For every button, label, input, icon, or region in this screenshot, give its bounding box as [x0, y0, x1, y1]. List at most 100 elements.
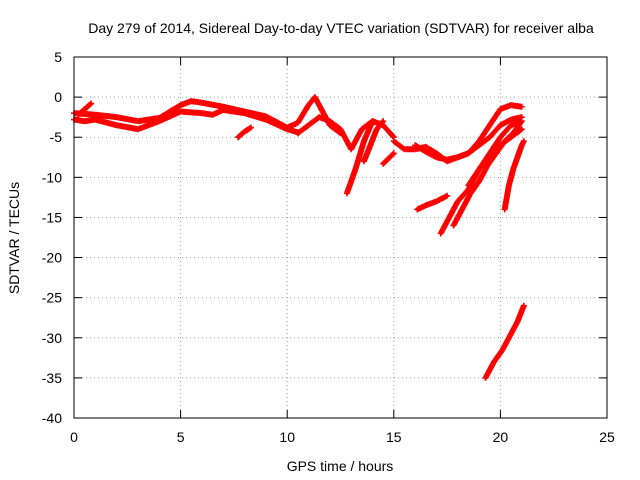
- data-points-dense: [93, 111, 119, 120]
- y-tick-label: -40: [42, 410, 62, 426]
- data-points-dense: [514, 304, 527, 324]
- data-points-dense: [344, 167, 358, 195]
- data-point: [444, 192, 451, 199]
- y-tick-label: -30: [42, 330, 62, 346]
- data-points-dense: [385, 151, 396, 162]
- data-points-dense: [82, 101, 93, 112]
- data-points-dense: [498, 123, 514, 140]
- data-point: [518, 126, 525, 133]
- data-points-dense: [157, 102, 183, 121]
- data-points-dense: [352, 139, 367, 171]
- data-point: [247, 124, 254, 131]
- data-points-dense: [446, 199, 461, 220]
- data-points-dense: [367, 127, 380, 147]
- data-points-dense: [438, 215, 452, 236]
- data-points-dense: [455, 187, 471, 204]
- y-axis-label: SDTVAR / TECUs: [6, 182, 22, 294]
- data-points-dense: [487, 143, 503, 160]
- data-points-dense: [476, 163, 490, 184]
- data-points-dense: [466, 167, 482, 188]
- data-points-dense: [413, 143, 428, 154]
- data-points-dense: [236, 129, 247, 140]
- data-points-dense: [424, 144, 439, 156]
- data-points-dense: [498, 135, 513, 148]
- data-points-dense: [242, 125, 253, 134]
- x-tick-label: 0: [70, 429, 78, 445]
- series-trace-16: [482, 302, 527, 381]
- data-points-dense: [483, 360, 497, 380]
- data-points-dense: [157, 109, 183, 124]
- data-points-dense: [477, 155, 492, 172]
- data-points-dense: [466, 143, 481, 156]
- data-points-dense: [221, 107, 247, 116]
- data-points-dense: [115, 122, 140, 132]
- data-points-dense: [328, 119, 343, 132]
- series-trace-15: [501, 138, 527, 213]
- data-point: [88, 100, 95, 107]
- series-trace-11: [414, 192, 451, 213]
- data-points-dense: [136, 118, 161, 132]
- series-trace-14: [465, 126, 525, 189]
- data-points-dense: [374, 119, 386, 132]
- series-trace-6: [343, 118, 376, 197]
- series-trace-10: [412, 114, 525, 163]
- data-points-dense: [487, 107, 503, 127]
- series-trace-3: [75, 100, 95, 118]
- data-points-dense: [264, 117, 289, 132]
- data-points-dense: [468, 179, 482, 196]
- data-points-dense: [519, 139, 527, 147]
- x-tick-label: 10: [279, 429, 295, 445]
- data-point: [380, 118, 387, 125]
- x-axis-label: GPS time / hours: [287, 458, 394, 474]
- y-tick-label: -10: [42, 169, 62, 185]
- data-point: [520, 302, 527, 309]
- data-points-dense: [295, 103, 311, 125]
- chart-title: Day 279 of 2014, Sidereal Day-to-day VTE…: [88, 20, 594, 36]
- y-tick-label: -25: [42, 290, 62, 306]
- x-tick-label: 20: [493, 429, 509, 445]
- series-trace-7: [360, 118, 387, 165]
- data-points-dense: [348, 127, 365, 151]
- data-points-dense: [476, 123, 492, 143]
- x-tick-label: 5: [177, 429, 185, 445]
- y-tick-label: -5: [50, 129, 63, 145]
- data-point: [390, 150, 397, 157]
- data-point: [518, 118, 525, 125]
- y-tick-label: -15: [42, 209, 62, 225]
- series-trace-2: [71, 106, 301, 136]
- grid: [74, 57, 607, 418]
- data-points-dense: [115, 114, 140, 124]
- series-trace-8: [380, 150, 397, 167]
- data-points-dense: [391, 139, 407, 152]
- data-point: [518, 103, 525, 110]
- data-points-dense: [500, 332, 514, 352]
- data-point: [520, 138, 527, 145]
- data-points-dense: [361, 119, 375, 143]
- data-points-dense: [381, 157, 390, 166]
- series-trace-4: [235, 124, 254, 141]
- x-tick-label: 15: [386, 429, 402, 445]
- data-points-dense: [200, 100, 225, 110]
- y-tick-label: -20: [42, 250, 62, 266]
- data-points-dense: [242, 110, 268, 123]
- x-tick-label: 25: [599, 429, 615, 445]
- data-points-dense: [76, 107, 87, 117]
- data-points-dense: [509, 127, 524, 140]
- y-tick-label: 0: [54, 89, 62, 105]
- data-points-dense: [477, 135, 492, 148]
- data-point: [369, 118, 376, 125]
- y-tick-label: -35: [42, 370, 62, 386]
- data-points-dense: [491, 348, 505, 364]
- y-tick-label: 5: [54, 49, 62, 65]
- axis-ticks: [73, 56, 608, 419]
- data-points-dense: [451, 207, 465, 228]
- data-points-dense: [136, 115, 161, 124]
- data-points-dense: [381, 123, 396, 140]
- data-points-dense: [459, 191, 473, 212]
- data-points-dense: [361, 143, 373, 163]
- data-points-dense: [487, 135, 503, 156]
- data-points-dense: [296, 123, 311, 136]
- data-points-dense: [487, 123, 503, 140]
- x-tick-labels: 0 5 10 15 20 25: [70, 429, 615, 445]
- data-points-dense: [501, 183, 512, 211]
